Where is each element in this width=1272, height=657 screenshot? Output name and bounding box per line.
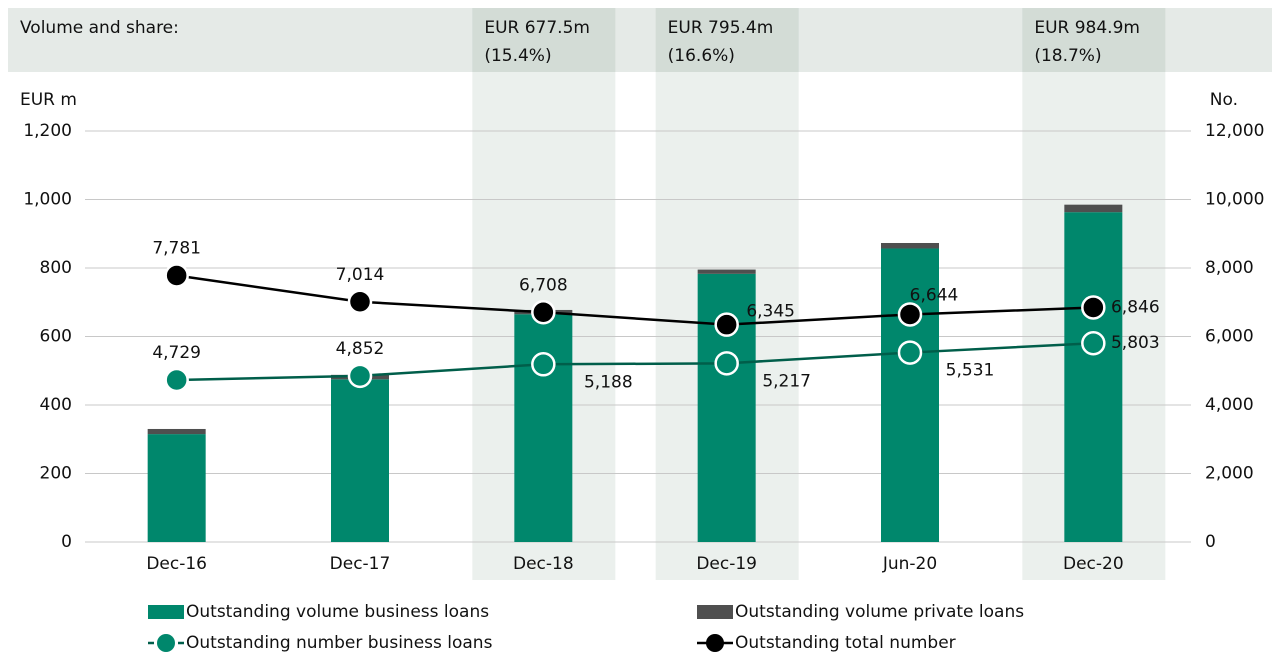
bar: [147, 434, 206, 542]
y2-tick-label: 2,000: [1205, 464, 1254, 484]
y-tick-label: 1,200: [23, 121, 72, 141]
data-label: 4,852: [336, 339, 385, 359]
legend-swatch: [697, 605, 733, 619]
bar: [1064, 212, 1123, 543]
data-label: 5,217: [762, 371, 811, 391]
x-tick-label: Dec-18: [513, 554, 574, 574]
data-label: 6,708: [519, 275, 568, 295]
x-tick-label: Dec-16: [146, 554, 207, 574]
marker: [1081, 330, 1106, 356]
data-label: 5,531: [946, 361, 995, 381]
marker: [531, 300, 556, 325]
y2-tick-label: 4,000: [1205, 395, 1254, 415]
bar: [697, 269, 756, 274]
legend-label: Outstanding volume private loans: [735, 602, 1024, 622]
top-label: EUR 677.5m: [484, 18, 590, 38]
y2-tick-label: 6,000: [1205, 327, 1254, 347]
top-label: (15.4%): [484, 46, 551, 66]
legend-swatch: [148, 605, 184, 619]
top-label: EUR 984.9m: [1034, 18, 1140, 38]
chart-title: Volume and share:: [20, 18, 179, 38]
y-tick-label: 800: [40, 258, 72, 278]
marker: [714, 351, 739, 376]
marker: [164, 367, 189, 393]
marker: [164, 263, 189, 288]
y-tick-label: 0: [61, 532, 72, 552]
y-tick-label: 200: [40, 464, 72, 484]
data-label: 6,846: [1111, 298, 1160, 318]
highlight-top: [655, 8, 799, 72]
x-tick-label: Jun-20: [882, 554, 937, 574]
bar: [881, 248, 939, 543]
y-axis-label: EUR m: [20, 90, 77, 110]
x-tick-label: Dec-17: [330, 554, 391, 574]
top-label: (16.6%): [668, 46, 735, 66]
y-tick-label: 600: [40, 327, 72, 347]
legend-label: Outstanding volume business loans: [186, 602, 489, 622]
bar: [1064, 204, 1123, 213]
marker: [897, 340, 923, 365]
data-label: 6,644: [910, 285, 959, 305]
legend-label: Outstanding total number: [735, 633, 956, 653]
marker: [347, 363, 373, 389]
highlight-top: [472, 8, 616, 72]
legend-marker: [706, 634, 724, 652]
data-label: 4,729: [152, 343, 201, 363]
bar: [331, 379, 389, 542]
y2-tick-label: 0: [1205, 532, 1216, 552]
y2-tick-label: 8,000: [1205, 258, 1254, 278]
data-label: 5,803: [1111, 333, 1160, 353]
legend-label: Outstanding number business loans: [186, 633, 493, 653]
bar: [147, 428, 206, 435]
y-tick-label: 400: [40, 395, 72, 415]
x-tick-label: Dec-19: [696, 554, 757, 574]
line: [176, 274, 1094, 326]
x-tick-label: Dec-20: [1063, 554, 1124, 574]
marker: [897, 302, 923, 327]
y2-tick-label: 10,000: [1205, 190, 1264, 210]
legend-marker: [157, 634, 175, 652]
marker: [531, 352, 556, 377]
marker: [347, 289, 373, 315]
background: [472, 8, 1166, 580]
top-label: (18.7%): [1034, 46, 1101, 66]
bar: [881, 242, 939, 249]
highlight-top: [1022, 8, 1166, 72]
y2-tick-label: 12,000: [1205, 121, 1264, 141]
data-label: 6,345: [746, 302, 795, 322]
bar: [514, 314, 573, 542]
data-label: 7,014: [336, 265, 385, 285]
marker: [1081, 295, 1106, 320]
marker: [714, 312, 739, 337]
data-label: 7,781: [152, 239, 201, 259]
line: [176, 341, 1094, 382]
y-tick-label: 1,000: [23, 190, 72, 210]
data-label: 5,188: [584, 372, 633, 392]
top-label: EUR 795.4m: [668, 18, 774, 38]
y2-axis-label: No.: [1210, 90, 1238, 110]
